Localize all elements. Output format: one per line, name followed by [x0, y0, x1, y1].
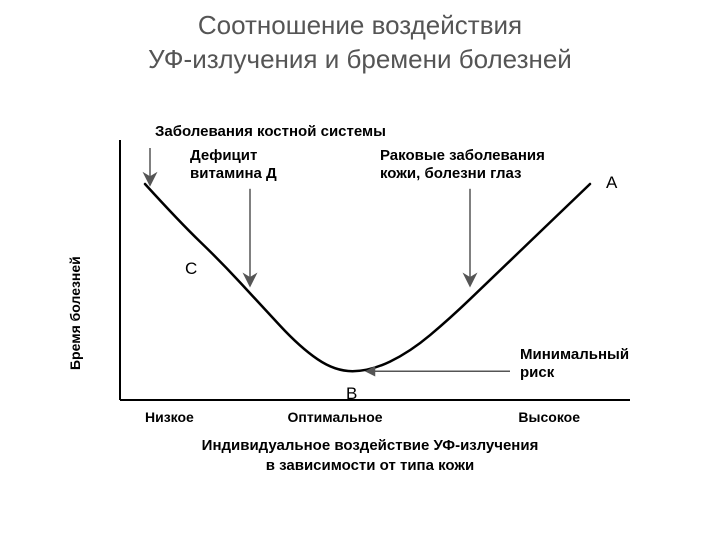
annotation-minrisk-line1: риск	[520, 364, 555, 381]
uv-burden-chart: Бремя болезней Низкое Оптимальное Высокое Ин…	[50, 100, 670, 500]
point-label-A: A	[606, 173, 618, 192]
chart-svg: Бремя болезней Низкое Оптимальное Высокое Ин…	[50, 100, 670, 500]
point-label-C: C	[185, 259, 197, 278]
annotation-cancer-line0: Раковые заболевания	[380, 147, 545, 164]
page-title: Соотношение воздействия УФ-излучения и б…	[0, 8, 720, 76]
title-line1: Соотношение воздействия	[198, 10, 522, 40]
point-label-B: B	[346, 384, 357, 403]
x-axis-label-2: в зависимости от типа кожи	[266, 457, 475, 474]
annotation-minrisk-line0: Минимальный	[520, 346, 629, 363]
x-tick-Низкое: Низкое	[145, 409, 194, 425]
annotation-bone-line0: Заболевания костной системы	[155, 123, 386, 140]
annotation-vitd-line1: витамина Д	[190, 165, 277, 182]
x-axis-label-1: Индивидуальное воздействие УФ-излучения	[202, 437, 539, 454]
annotation-cancer-line1: кожи, болезни глаз	[380, 165, 521, 182]
x-tick-Высокое: Высокое	[518, 409, 580, 425]
y-axis-label: Бремя болезней	[67, 256, 83, 370]
title-line2: УФ-излучения и бремени болезней	[148, 44, 572, 74]
annotation-vitd-line0: Дефицит	[190, 147, 257, 164]
x-tick-Оптимальное: Оптимальное	[287, 409, 382, 425]
